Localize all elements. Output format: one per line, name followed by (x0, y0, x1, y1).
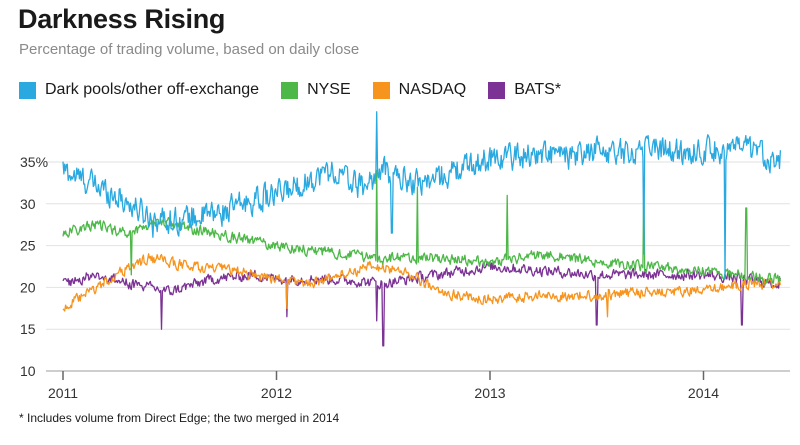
legend-swatch-nasdaq (372, 81, 390, 99)
chart-title: Darkness Rising (18, 4, 226, 34)
y-tick-label-5: 35% (20, 154, 48, 170)
legend-label-nasdaq: NASDAQ (398, 81, 467, 98)
legend: Dark pools/other off-exchange NYSE NASDA… (19, 79, 583, 101)
y-tick-label-3: 25 (20, 238, 36, 254)
chart-subtitle: Percentage of trading volume, based on d… (19, 41, 360, 58)
y-tick-label-2: 20 (20, 279, 36, 295)
x-tick-label-3: 2014 (688, 385, 719, 401)
legend-swatch-bats (488, 81, 506, 99)
y-tick-label-1: 15 (20, 321, 36, 337)
legend-item-nyse: NYSE (281, 81, 351, 99)
legend-swatch-dark-pools (19, 81, 36, 99)
legend-item-nasdaq: NASDAQ (372, 81, 467, 99)
legend-item-bats: BATS* (488, 81, 561, 99)
series-line-bats (62, 261, 782, 347)
legend-label-bats: BATS* (514, 81, 562, 98)
legend-label-nyse: NYSE (307, 81, 351, 98)
legend-label-dark-pools: Dark pools/other off-exchange (45, 81, 260, 98)
y-tick-label-0: 10 (20, 363, 36, 379)
series-line-nasdaq (62, 253, 782, 318)
chart-footnote: * Includes volume from Direct Edge; the … (19, 411, 340, 425)
legend-item-dark-pools: Dark pools/other off-exchange (19, 81, 259, 99)
legend-swatch-nyse (281, 81, 299, 99)
series-line-dark-pools (62, 111, 782, 280)
x-tick-label-1: 2012 (261, 385, 292, 401)
y-tick-label-4: 30 (20, 196, 36, 212)
x-tick-label-2: 2013 (474, 385, 505, 401)
x-tick-label-0: 2011 (48, 385, 78, 401)
